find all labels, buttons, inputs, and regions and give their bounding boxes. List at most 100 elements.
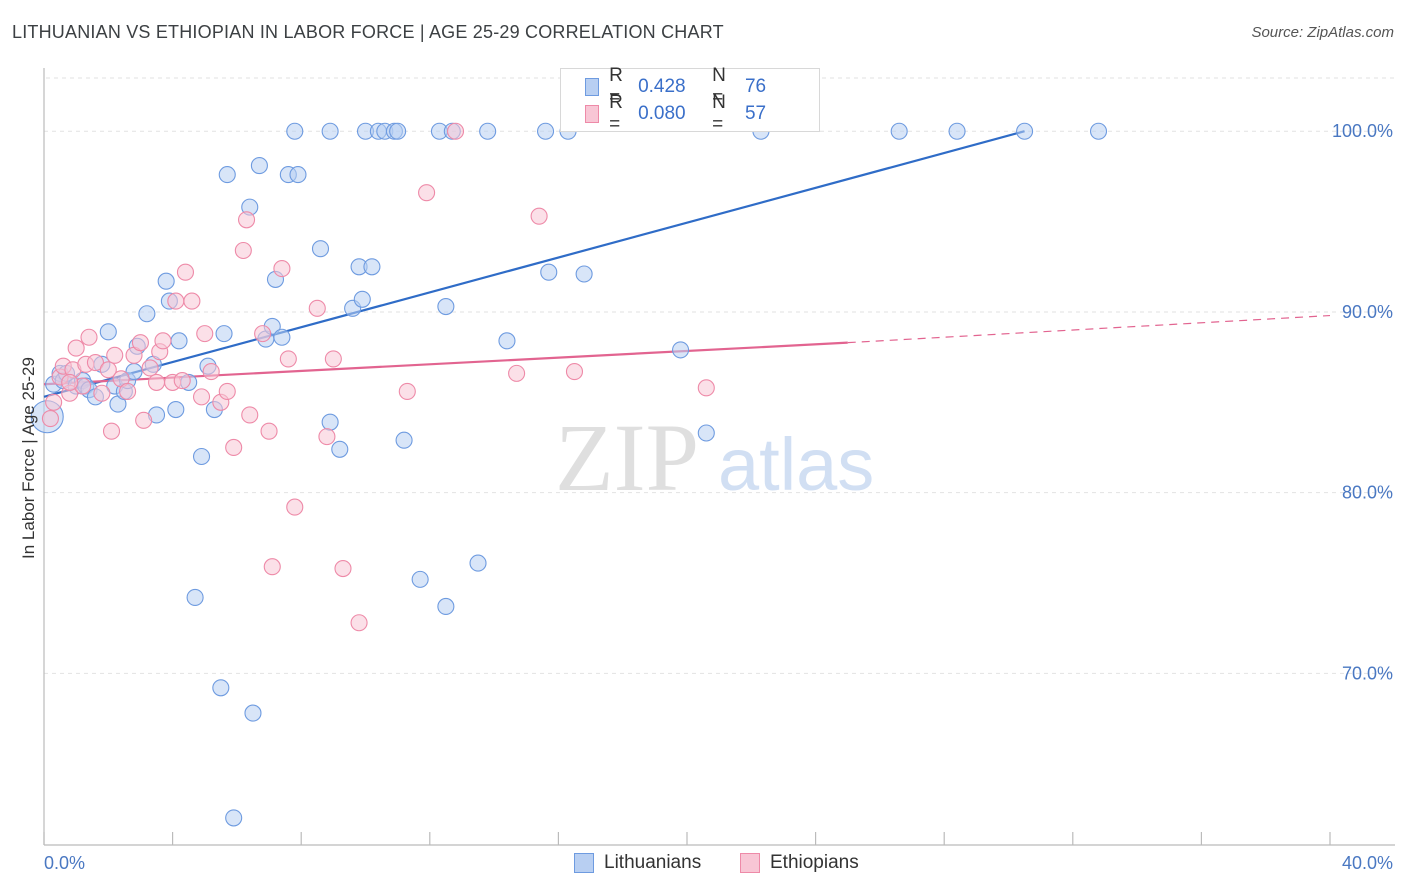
series-legend: Lithuanians Ethiopians [0, 852, 1406, 876]
data-point[interactable] [196, 325, 214, 343]
data-point[interactable] [192, 388, 211, 406]
data-point[interactable] [273, 260, 291, 278]
data-point[interactable] [192, 447, 211, 466]
data-point[interactable] [215, 325, 233, 343]
data-point[interactable] [167, 400, 185, 419]
data-point[interactable] [99, 323, 117, 341]
legend-label-lithuanians: Lithuanians [604, 852, 702, 873]
data-point[interactable] [289, 166, 307, 184]
data-point[interactable] [237, 211, 256, 229]
data-point[interactable] [138, 305, 156, 323]
data-point[interactable] [363, 258, 381, 276]
data-point[interactable] [131, 334, 149, 352]
data-point[interactable] [218, 166, 236, 184]
data-point[interactable] [170, 332, 188, 350]
legend-swatch-ethiopians [585, 105, 600, 123]
trend-lines [43, 130, 1331, 398]
data-point[interactable] [61, 373, 79, 391]
data-point[interactable] [263, 558, 281, 576]
data-point[interactable] [321, 413, 339, 431]
data-point[interactable] [241, 406, 259, 424]
data-point[interactable] [225, 809, 243, 827]
legend-row-lithuanians: R = 0.428 N = 76 [585, 65, 819, 108]
data-point[interactable] [212, 679, 230, 697]
data-point[interactable] [244, 704, 262, 722]
data-point[interactable] [697, 379, 715, 397]
r-label: R = [609, 65, 623, 108]
data-point[interactable] [1089, 122, 1108, 140]
data-point[interactable] [225, 438, 243, 457]
data-point[interactable] [530, 207, 548, 225]
data-point[interactable] [418, 184, 436, 202]
data-point[interactable] [350, 614, 368, 632]
legend-item-lithuanians[interactable]: Lithuanians [574, 852, 701, 874]
data-point[interactable] [273, 328, 291, 346]
data-point[interactable] [395, 431, 413, 449]
data-point[interactable] [80, 328, 98, 346]
data-point[interactable] [353, 290, 371, 308]
trend-line-lithuanians [43, 130, 1025, 398]
data-point[interactable] [141, 359, 159, 377]
tick-labels: 100.0% 90.0% 80.0% 70.0% 0.0% 40.0% [44, 121, 1393, 873]
y-tick-label: 70.0% [1342, 663, 1393, 683]
data-point[interactable] [41, 410, 59, 428]
data-point[interactable] [260, 422, 278, 440]
data-point[interactable] [575, 265, 593, 283]
legend-swatch-lithuanians [585, 78, 600, 96]
data-point[interactable] [176, 263, 195, 281]
data-point[interactable] [167, 292, 185, 310]
data-point[interactable] [99, 361, 117, 379]
data-point[interactable] [147, 373, 166, 391]
data-point[interactable] [218, 382, 236, 400]
data-point[interactable] [565, 363, 584, 381]
data-point[interactable] [234, 241, 252, 260]
data-point[interactable] [389, 122, 407, 140]
data-point[interactable] [318, 428, 336, 446]
data-point[interactable] [186, 588, 204, 606]
data-point[interactable] [157, 272, 175, 290]
data-point[interactable] [173, 372, 191, 390]
data-point[interactable] [540, 263, 558, 281]
data-point[interactable] [86, 353, 104, 372]
data-point[interactable] [437, 597, 455, 616]
data-point[interactable] [321, 122, 339, 140]
legend-item-ethiopians[interactable]: Ethiopians [740, 852, 859, 874]
data-point[interactable] [67, 339, 85, 357]
data-point[interactable] [106, 346, 124, 364]
data-point[interactable] [697, 424, 715, 442]
data-point[interactable] [672, 341, 690, 359]
data-point[interactable] [279, 350, 297, 368]
data-point[interactable] [334, 559, 352, 578]
data-point[interactable] [308, 299, 326, 317]
data-point[interactable] [498, 332, 516, 350]
data-point[interactable] [202, 363, 220, 381]
data-point[interactable] [250, 157, 268, 175]
data-point[interactable] [119, 382, 137, 400]
watermark-zip: ZIP [555, 404, 699, 511]
data-point[interactable] [446, 122, 465, 140]
data-point[interactable] [508, 364, 526, 382]
data-point[interactable] [154, 332, 172, 350]
data-point[interactable] [437, 297, 455, 316]
data-point[interactable] [411, 570, 429, 588]
data-point[interactable] [948, 122, 966, 140]
data-point[interactable] [1016, 122, 1034, 140]
data-point[interactable] [331, 440, 349, 458]
data-point[interactable] [183, 292, 201, 310]
data-point[interactable] [324, 350, 342, 368]
data-point[interactable] [469, 554, 487, 572]
data-point[interactable] [311, 240, 330, 258]
data-point[interactable] [45, 393, 63, 411]
data-point[interactable] [398, 382, 416, 400]
data-point[interactable] [890, 122, 908, 140]
data-point[interactable] [286, 122, 304, 140]
data-point[interactable] [286, 498, 304, 516]
data-point[interactable] [93, 384, 111, 402]
data-point[interactable] [536, 122, 555, 140]
data-point[interactable] [102, 422, 121, 440]
data-point[interactable] [254, 325, 272, 343]
data-point[interactable] [479, 122, 497, 140]
legend-label-ethiopians: Ethiopians [770, 852, 859, 873]
n-label: N = [712, 65, 726, 108]
data-point[interactable] [135, 411, 153, 429]
